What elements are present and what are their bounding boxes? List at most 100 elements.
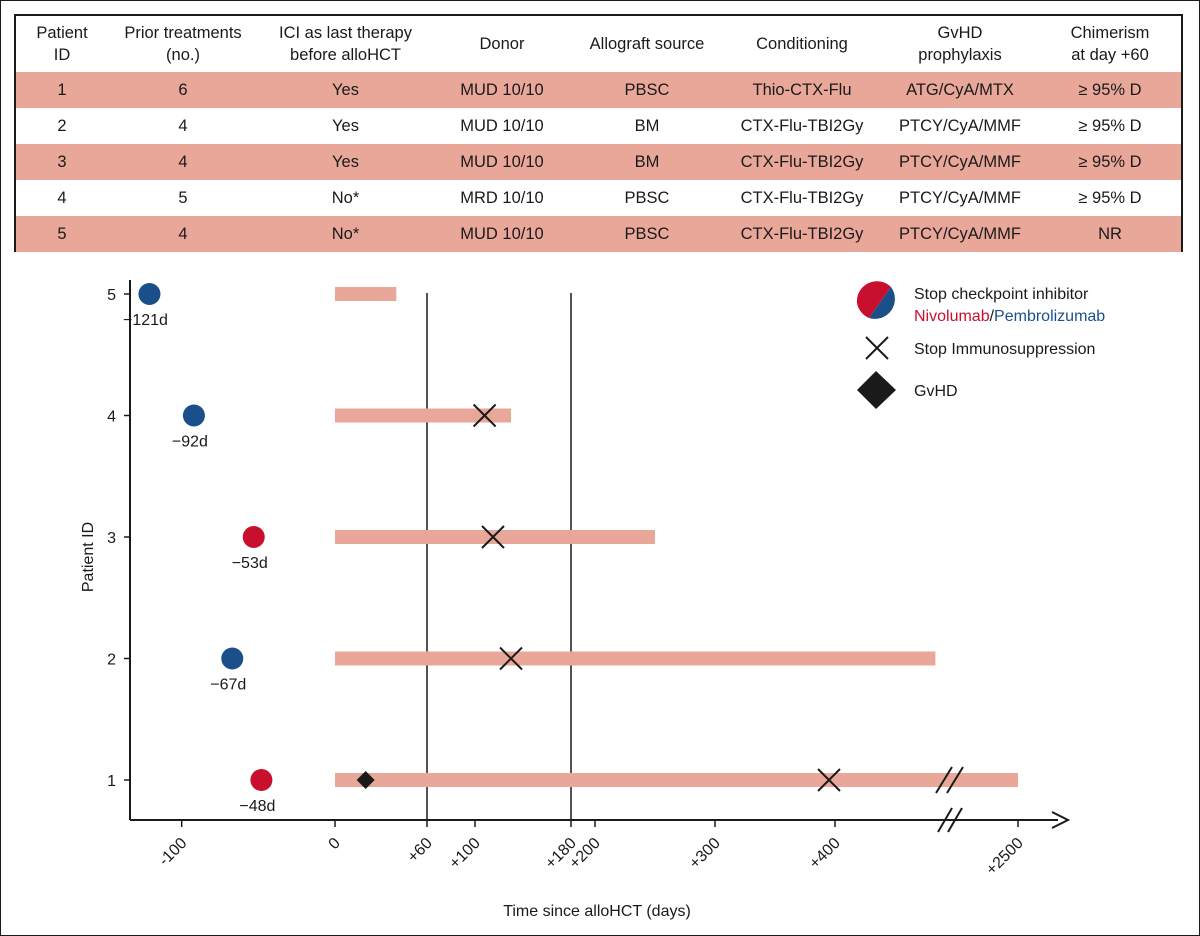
legend-stop-is-icon [865, 336, 889, 360]
header-ici-last: ICI as last therapy before alloHCT [279, 24, 412, 64]
table-cell: MUD 10/10 [433, 144, 571, 180]
table-row: 2 4 Yes MUD 10/10 BM CTX-Flu-TBI2Gy PTCY… [16, 108, 1181, 144]
table-cell: 2 [57, 116, 67, 135]
table-cell: BM [634, 116, 660, 135]
table-cell: ≥ 95% D [1039, 144, 1181, 180]
table-cell: No* [258, 216, 433, 252]
table-row: 1 6 Yes MUD 10/10 PBSC Thio-CTX-Flu ATG/… [16, 72, 1181, 108]
legend-pembrolizumab-half [869, 287, 895, 319]
ici-stop-dot [250, 769, 273, 791]
table-cell: 4 [108, 216, 258, 252]
legend-drug-label: Nivolumab/Pembrolizumab [914, 308, 1105, 325]
legend-pembrolizumab-text: Pembrolizumab [994, 308, 1105, 325]
table-cell: 5 [16, 216, 108, 252]
ici-stop-day-label: −53d [232, 555, 268, 572]
table-row: 5 4 No* MUD 10/10 PBSC CTX-Flu-TBI2Gy PT… [16, 216, 1181, 252]
table-cell: BM [571, 144, 723, 180]
followup-bar [335, 773, 1018, 787]
legend-nivolumab-text: Nivolumab [914, 308, 990, 325]
table-cell: Thio-CTX-Flu [723, 72, 881, 108]
table-cell: 3 [16, 144, 108, 180]
table-cell: ≥ 95% D [1078, 188, 1142, 207]
table-cell: ≥ 95% D [1039, 72, 1181, 108]
ici-stop-day-label: −67d [210, 677, 246, 694]
followup-bar [335, 408, 511, 423]
table-cell: CTX-Flu-TBI2Gy [740, 116, 864, 135]
x-tick-label: +400 [806, 835, 844, 873]
x-tick-label: 0 [326, 835, 344, 853]
legend-stop-is-label: Stop Immunosuppression [914, 341, 1095, 358]
table-cell: PTCY/CyA/MMF [899, 116, 1021, 135]
table-cell: 4 [178, 116, 188, 135]
ici-stop-dot [221, 647, 244, 670]
table-cell: MUD 10/10 [433, 72, 571, 108]
y-tick-label: 5 [107, 287, 116, 304]
stop-immunosuppression-marker [499, 646, 523, 671]
table-row: 3 4 Yes MUD 10/10 BM CTX-Flu-TBI2Gy PTCY… [16, 144, 1181, 180]
header-prior-treatments: Prior treatments (no.) [124, 24, 242, 64]
ici-stop-dot [182, 404, 205, 427]
bar-break-mark [946, 766, 964, 794]
table-cell: No* [331, 188, 360, 207]
followup-bar [335, 287, 397, 301]
table-cell: ≥ 95% D [1078, 116, 1142, 135]
header-chimerism: Chimerism at day +60 [1070, 24, 1150, 64]
legend-gvhd-label: GvHD [914, 383, 958, 400]
table-cell: PBSC [624, 188, 670, 207]
followup-bar [335, 651, 936, 666]
y-tick-label: 1 [107, 773, 116, 790]
stop-immunosuppression-marker [472, 403, 497, 428]
axis-break-mark [947, 807, 963, 833]
stop-immunosuppression-marker [817, 768, 841, 792]
characteristics-table: Patient ID Prior treatments (no.) ICI as l… [16, 16, 1181, 252]
table-cell: 4 [57, 188, 67, 207]
ici-stop-dot [242, 526, 265, 548]
legend-gvhd-icon [857, 371, 896, 409]
table-cell: PBSC [571, 216, 723, 252]
followup-bar [335, 530, 655, 544]
table-cell: Yes [258, 144, 433, 180]
table-cell: 4 [108, 144, 258, 180]
table-cell: CTX-Flu-TBI2Gy [723, 144, 881, 180]
y-axis-label: Patient ID [80, 522, 97, 592]
legend-slash: / [990, 308, 995, 325]
table-cell: 1 [16, 72, 108, 108]
legend-nivolumab-half [856, 281, 891, 318]
x-axis-arrow [1051, 811, 1071, 829]
x-axis-label: Time since alloHCT (days) [503, 903, 691, 920]
table-row: 4 5 No* MRD 10/10 PBSC CTX-Flu-TBI2Gy PT… [16, 180, 1181, 216]
x-tick-label: +2500 [983, 835, 1027, 879]
table-cell: PBSC [571, 72, 723, 108]
header-gvhd-prophylaxis: GvHD prophylaxis [918, 24, 1002, 64]
header-conditioning: Conditioning [756, 35, 848, 53]
stop-immunosuppression-marker [481, 525, 505, 549]
axis-break-mark [937, 807, 953, 833]
x-tick-label: +100 [446, 835, 484, 873]
table-cell: MRD 10/10 [460, 188, 544, 207]
patient-characteristics-table: Patient ID Prior treatments (no.) ICI as l… [14, 14, 1183, 252]
ici-stop-day-label: −92d [172, 434, 208, 451]
table-cell: PTCY/CyA/MMF [881, 216, 1039, 252]
table-cell: PTCY/CyA/MMF [881, 144, 1039, 180]
legend-ici-label: Stop checkpoint inhibitor [914, 286, 1089, 303]
table-cell: CTX-Flu-TBI2Gy [723, 216, 881, 252]
table-cell: MUD 10/10 [433, 216, 571, 252]
ici-stop-day-label: −121d [123, 312, 168, 329]
y-tick-label: 4 [107, 409, 116, 426]
bar-break-mark [935, 766, 953, 794]
x-tick-label: +60 [405, 835, 436, 866]
x-tick-label: -100 [156, 835, 191, 870]
y-tick-label: 2 [107, 652, 116, 669]
table-cell: NR [1039, 216, 1181, 252]
header-allograft-source: Allograft source [589, 35, 705, 53]
table-cell: PTCY/CyA/MMF [899, 188, 1021, 207]
ici-stop-dot [138, 283, 161, 305]
table-cell: MUD 10/10 [460, 116, 544, 135]
table-cell: 5 [178, 188, 188, 207]
header-patient-id: Patient ID [36, 24, 88, 64]
header-donor: Donor [479, 35, 525, 53]
ici-stop-day-label: −48d [239, 798, 275, 815]
y-tick-label: 3 [107, 530, 116, 547]
table-cell: Yes [258, 72, 433, 108]
